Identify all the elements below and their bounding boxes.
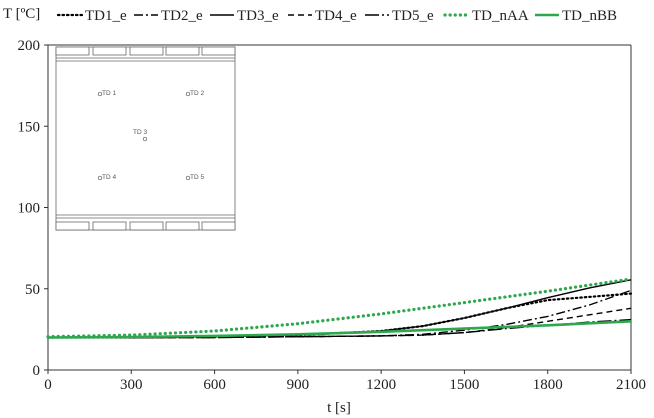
y-tick-label: 100 bbox=[18, 201, 41, 217]
legend-label-td3-e: TD3_e bbox=[237, 8, 279, 24]
x-tick-label: 0 bbox=[44, 377, 52, 393]
legend: TD1_e TD2_e TD3_e TD4_e TD5_e TD_nAA TD_nBB bbox=[56, 8, 617, 24]
inset-top-blocks bbox=[55, 46, 236, 56]
sensor-td3-marker bbox=[142, 136, 148, 142]
x-tick-label: 1500 bbox=[449, 377, 479, 393]
legend-label-td-nbb: TD_nBB bbox=[562, 8, 617, 24]
series-td2-e bbox=[48, 289, 632, 339]
x-axis-title: t [s] bbox=[327, 400, 351, 416]
y-tick-label: 200 bbox=[18, 38, 41, 54]
x-tick-label: 300 bbox=[120, 377, 143, 393]
legend-label-td-naa: TD_nAA bbox=[472, 8, 529, 24]
sensor-td1-label: TD 1 bbox=[102, 90, 116, 97]
inset-bottom-blocks bbox=[55, 221, 236, 231]
x-tick-label: 600 bbox=[203, 377, 226, 393]
x-tick-label: 900 bbox=[287, 377, 310, 393]
sensor-td3-label: TD 3 bbox=[133, 129, 147, 136]
sensor-td4-marker bbox=[97, 175, 103, 181]
legend-label-td5-e: TD5_e bbox=[392, 8, 434, 24]
sensor-td2-marker bbox=[185, 91, 191, 97]
sensor-td1-marker bbox=[97, 91, 103, 97]
legend-label-td1-e: TD1_e bbox=[85, 8, 127, 24]
sensor-td4-label: TD 4 bbox=[102, 174, 116, 181]
series-td1-e bbox=[46, 292, 633, 339]
inset-diagram: TD 1 TD 2 TD 3 TD 4 TD 5 bbox=[55, 46, 236, 231]
x-tick-label: 1800 bbox=[533, 377, 563, 393]
legend-label-td4-e: TD4_e bbox=[315, 8, 357, 24]
legend-label-td2-e: TD2_e bbox=[161, 8, 203, 24]
sensor-td5-label: TD 5 bbox=[190, 174, 204, 181]
sensor-td5-marker bbox=[185, 175, 191, 181]
series-layer bbox=[46, 277, 633, 339]
y-tick-label: 0 bbox=[33, 363, 41, 379]
y-tick-label: 50 bbox=[25, 282, 40, 298]
x-tick-label: 1200 bbox=[366, 377, 396, 393]
y-tick-label: 150 bbox=[18, 119, 41, 135]
sensor-td2-label: TD 2 bbox=[190, 90, 204, 97]
y-ticks: 0 50 100 150 200 bbox=[18, 38, 48, 379]
series-td-naa bbox=[46, 277, 633, 339]
x-tick-label: 2100 bbox=[616, 377, 646, 393]
y-axis-title: T [ºC] bbox=[3, 6, 40, 22]
series-td3-e bbox=[48, 279, 632, 339]
inset-frame bbox=[55, 46, 236, 231]
x-ticks: 0 300 600 900 1200 1500 1800 2100 bbox=[44, 370, 646, 393]
series-td-nbb bbox=[47, 320, 632, 339]
